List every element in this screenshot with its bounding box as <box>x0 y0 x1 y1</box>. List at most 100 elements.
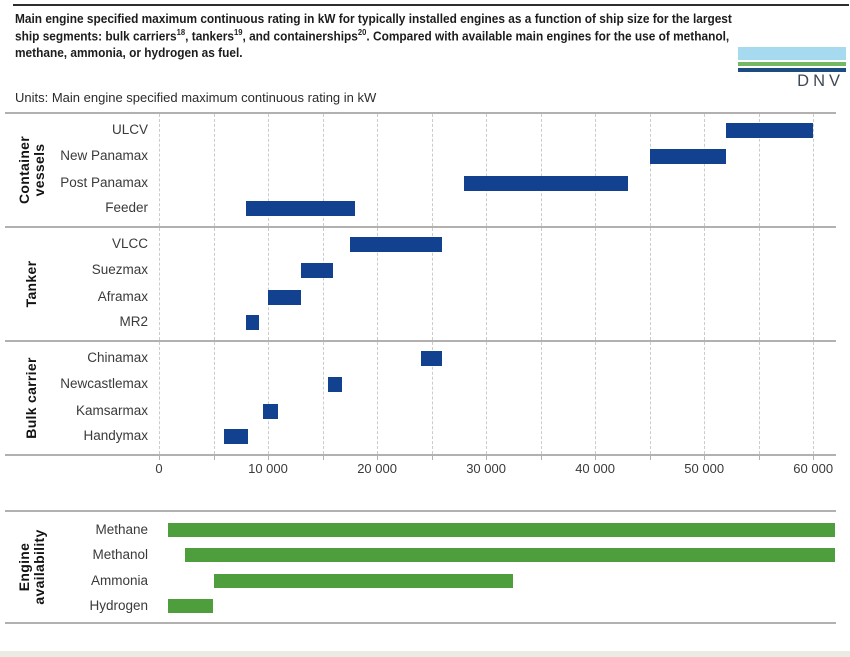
figure-title: Main engine specified maximum continuous… <box>15 11 732 61</box>
axis-tick-label: 10 000 <box>248 461 288 476</box>
row-label-ulcv: ULCV <box>111 122 148 137</box>
row-label-mr2: MR2 <box>119 314 148 329</box>
bar-methanol <box>185 547 835 562</box>
bar-handymax <box>224 428 249 444</box>
gridline <box>758 228 760 340</box>
axis-tick <box>159 456 160 460</box>
bar-aframax <box>268 289 301 305</box>
row-label-methane: Methane <box>95 522 148 537</box>
gridline <box>268 228 269 340</box>
axis-tick <box>758 456 760 460</box>
gridline <box>758 342 760 454</box>
gridline <box>377 342 379 454</box>
section-divider <box>5 226 836 228</box>
gridline <box>213 342 215 454</box>
gridline <box>268 342 269 454</box>
bar-post-panamax <box>464 175 628 191</box>
axis-tick <box>268 456 269 460</box>
gridline <box>595 342 597 454</box>
dnv-logo-stripe-lightblue <box>738 47 846 60</box>
bar-hydrogen <box>167 599 214 613</box>
gridline <box>813 228 815 340</box>
gridline <box>322 228 324 340</box>
gridline <box>704 114 706 226</box>
section-divider <box>5 454 836 456</box>
gridline <box>431 342 433 454</box>
gridline <box>649 228 651 340</box>
gridline <box>540 342 542 454</box>
row-label-suezmax: Suezmax <box>91 262 148 277</box>
units-label: Units: Main engine specified maximum con… <box>15 90 377 105</box>
axis-tick <box>213 456 215 460</box>
gridline <box>159 114 160 226</box>
gridline <box>213 228 215 340</box>
row-label-vlcc: VLCC <box>111 236 148 251</box>
axis-tick-label: 0 <box>155 461 163 476</box>
bar-newcastlemax <box>328 376 343 392</box>
gridline <box>159 228 160 340</box>
gridline <box>813 342 815 454</box>
gridline <box>377 228 379 340</box>
row-label-post-panamax: Post Panamax <box>60 175 148 190</box>
bottom-strip <box>0 651 850 657</box>
axis-tick-label: 30 000 <box>466 461 506 476</box>
bar-kamsarmax <box>262 403 278 419</box>
axis-tick-label: 60 000 <box>793 461 834 476</box>
axis-tick <box>704 456 706 460</box>
gridline <box>649 114 651 226</box>
gridline <box>486 342 488 454</box>
gridline <box>595 114 597 226</box>
gridline <box>649 342 651 454</box>
group-label-line: availability <box>31 529 47 605</box>
title-footnote-ref: 18 <box>176 27 186 38</box>
dnv-logo-stripe-darkblue <box>738 68 846 72</box>
axis-tick-label: 50 000 <box>684 461 725 476</box>
row-label-aframax: Aframax <box>97 289 148 304</box>
row-label-kamsarmax: Kamsarmax <box>75 403 148 418</box>
bar-new-panamax <box>649 148 726 164</box>
section-divider <box>5 340 836 342</box>
row-label-newcastlemax: Newcastlemax <box>60 376 148 391</box>
gridline <box>813 114 815 226</box>
gridline <box>486 114 488 226</box>
dnv-logo-text: DNV <box>797 72 844 90</box>
bar-suezmax <box>300 262 334 278</box>
axis-tick <box>595 456 597 460</box>
gridline <box>486 228 488 340</box>
bar-mr2 <box>246 314 260 330</box>
section-divider <box>5 510 836 512</box>
bar-ammonia <box>213 573 514 588</box>
bar-chinamax <box>420 350 443 366</box>
bar-ulcv <box>726 122 814 138</box>
axis-tick <box>431 456 433 460</box>
gridline <box>322 342 324 454</box>
gridline <box>377 114 379 226</box>
axis-tick <box>486 456 488 460</box>
gridline <box>431 228 433 340</box>
gridline <box>595 228 597 340</box>
gridline <box>268 114 269 226</box>
bar-vlcc <box>349 236 443 252</box>
title-footnote-ref: 19 <box>233 27 243 38</box>
gridline <box>758 114 760 226</box>
row-label-ammonia: Ammonia <box>90 572 148 588</box>
row-label-hydrogen: Hydrogen <box>89 598 148 613</box>
gridline <box>540 228 542 340</box>
axis-tick <box>322 456 324 460</box>
gridline <box>704 342 706 454</box>
row-label-methanol: Methanol <box>92 546 148 562</box>
title-footnote-ref: 20 <box>357 27 367 38</box>
axis-tick <box>649 456 651 460</box>
axis-tick-label: 40 000 <box>575 461 615 476</box>
gridline <box>704 228 706 340</box>
bar-feeder <box>246 200 356 216</box>
gridline <box>322 114 324 226</box>
dnv-logo-stripe-green <box>738 62 846 66</box>
axis-tick <box>540 456 542 460</box>
gridline <box>431 114 433 226</box>
axis-tick <box>813 456 815 460</box>
row-label-chinamax: Chinamax <box>87 350 148 365</box>
section-divider <box>5 112 836 114</box>
gridline <box>159 342 160 454</box>
